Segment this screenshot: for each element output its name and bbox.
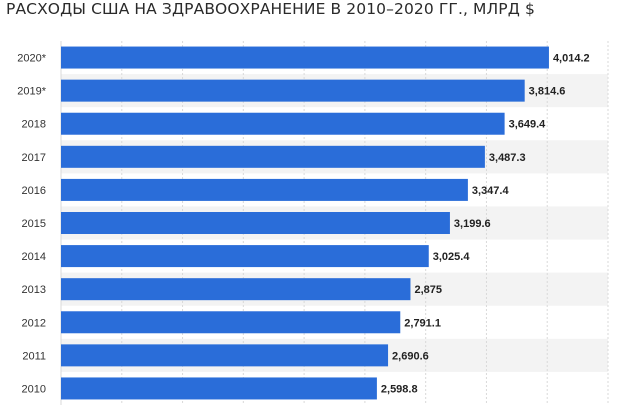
category-label: 2015 — [22, 218, 46, 230]
bar-2014 — [61, 245, 429, 268]
value-labels: 4,014.2 3,814.6 3,649.4 3,487.3 3,347.4 3,199… — [381, 53, 590, 396]
value-label: 2,791.1 — [404, 317, 441, 329]
bar-2019e — [61, 79, 525, 102]
value-label: 3,347.4 — [472, 185, 510, 197]
bars — [61, 46, 549, 400]
category-label: 2019* — [17, 86, 46, 98]
category-label: 2018 — [22, 119, 46, 131]
category-labels: 2020* 2019* 2018 2017 2016 2015 2014 2013 2012 20… — [17, 53, 46, 396]
bar-2013 — [61, 278, 411, 301]
category-label: 2010 — [22, 383, 46, 395]
value-label: 2,875 — [414, 284, 442, 296]
value-label: 2,690.6 — [392, 350, 429, 362]
chart-title: РАСХОДЫ США НА ЗДРАВООХРАНЕНИЕ В 2010–20… — [6, 0, 535, 18]
value-label: 3,649.4 — [509, 119, 547, 131]
bar-2011 — [61, 344, 389, 367]
category-label: 2020* — [17, 53, 46, 65]
bar-2015 — [61, 212, 450, 234]
value-label: 4,014.2 — [553, 53, 590, 65]
bar-2020e — [61, 46, 549, 69]
category-label: 2013 — [22, 284, 46, 296]
bar-2012 — [61, 311, 401, 334]
value-label: 3,199.6 — [454, 218, 491, 230]
bar-2016 — [61, 178, 468, 201]
bar-2018 — [61, 112, 505, 135]
category-label: 2014 — [22, 251, 46, 263]
value-label: 3,025.4 — [433, 251, 471, 263]
bar-2017 — [61, 145, 485, 168]
value-label: 3,487.3 — [489, 152, 526, 164]
value-label: 2,598.8 — [381, 383, 418, 395]
category-label: 2011 — [22, 350, 46, 362]
bar-2010 — [61, 377, 377, 400]
category-label: 2016 — [22, 185, 46, 197]
value-label: 3,814.6 — [529, 86, 566, 98]
category-label: 2012 — [22, 317, 46, 329]
category-label: 2017 — [22, 152, 46, 164]
